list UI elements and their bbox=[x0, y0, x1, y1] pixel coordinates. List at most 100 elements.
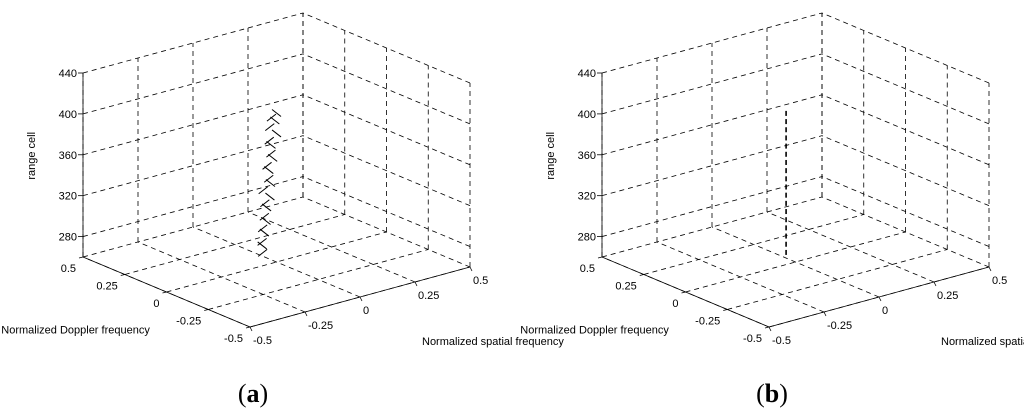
wall-grid-line bbox=[821, 53, 990, 125]
data-point bbox=[785, 241, 787, 247]
z-tick-label: 360 bbox=[578, 150, 596, 162]
wall-grid-line bbox=[601, 12, 823, 74]
data-point bbox=[260, 199, 270, 208]
panel-a: -0.5 -0.25 0 0.25 0.5 -0.5 -0.25 0 0.25 0.5 280 320… bbox=[1, 12, 564, 408]
x-tick-mark bbox=[469, 266, 473, 272]
y-axis-label: Normalized Doppler frequency bbox=[1, 325, 150, 337]
x-tick-label: 0.25 bbox=[937, 290, 958, 302]
floor-grid-line bbox=[124, 214, 345, 275]
data-point bbox=[261, 203, 272, 212]
data-point bbox=[271, 109, 282, 117]
data-point bbox=[257, 248, 268, 257]
wall-grid-line bbox=[302, 94, 471, 166]
z-tick-label: 440 bbox=[59, 68, 77, 80]
z-tick-label: 280 bbox=[578, 232, 596, 244]
data-point bbox=[785, 200, 787, 206]
data-point bbox=[785, 143, 787, 149]
z-tick-label: 320 bbox=[59, 191, 77, 203]
x-tick-label: -0.25 bbox=[308, 320, 333, 332]
wall-grid-line bbox=[601, 94, 823, 156]
z-axis-label: range cell bbox=[26, 132, 38, 180]
data-point bbox=[785, 217, 787, 223]
data-point bbox=[785, 110, 787, 116]
data-point bbox=[785, 135, 787, 141]
z-tick-label: 400 bbox=[59, 109, 77, 121]
x-tick-label: 0.25 bbox=[418, 290, 439, 302]
floor-grid-line bbox=[601, 196, 823, 258]
data-point bbox=[266, 141, 276, 149]
x-tick-mark bbox=[988, 266, 992, 272]
data-point bbox=[257, 241, 267, 250]
wall-grid-line bbox=[82, 53, 304, 115]
y-tick-label: 0.25 bbox=[615, 281, 636, 293]
panel-b: -0.5 -0.25 0 0.25 0.5 -0.5 -0.25 0 0.25 0.5 280 320… bbox=[520, 12, 1024, 408]
x-axis-label: Normalized spatial frequency bbox=[422, 336, 564, 348]
data-point bbox=[263, 166, 274, 174]
wall-grid-line bbox=[302, 176, 471, 247]
z-tick-label: 280 bbox=[59, 232, 77, 244]
x-tick-label: 0.5 bbox=[992, 275, 1007, 287]
data-point bbox=[270, 116, 280, 125]
floor-grid-line bbox=[208, 249, 429, 310]
y-tick-label: 0 bbox=[153, 298, 159, 310]
floor-grid-line bbox=[711, 226, 880, 298]
x-tick-label: -0.5 bbox=[772, 335, 791, 347]
y-tick-mark bbox=[78, 256, 84, 259]
data-point bbox=[258, 186, 268, 195]
y-tick-label: 0.5 bbox=[580, 263, 595, 275]
data-point bbox=[785, 249, 787, 255]
z-tick-label: 320 bbox=[578, 191, 596, 203]
x-tick-mark bbox=[933, 281, 937, 287]
x-tick-mark bbox=[304, 311, 308, 317]
x-tick-mark bbox=[414, 281, 418, 287]
x-tick-mark bbox=[359, 296, 363, 302]
floor-grid-line bbox=[166, 231, 387, 293]
y-tick-label: 0.5 bbox=[61, 263, 76, 275]
y-tick-mark bbox=[162, 291, 167, 294]
data-point bbox=[259, 228, 270, 237]
wall-grid-line bbox=[82, 12, 304, 74]
y-axis-label: Normalized Doppler frequency bbox=[520, 325, 669, 337]
wall-grid-line bbox=[821, 12, 990, 84]
z-axis-label: range cell bbox=[545, 132, 557, 180]
x-tick-label: -0.25 bbox=[827, 320, 852, 332]
data-point bbox=[265, 192, 275, 201]
data-point bbox=[264, 123, 275, 132]
y-tick-mark bbox=[723, 309, 728, 311]
y-tick-label: -0.25 bbox=[695, 316, 720, 328]
z-tick-label: 360 bbox=[59, 150, 77, 162]
floor-grid-line bbox=[727, 249, 948, 310]
wall-grid-line bbox=[82, 94, 304, 156]
wall-grid-line bbox=[601, 53, 823, 115]
x-tick-label: 0 bbox=[882, 305, 888, 317]
x-tick-mark bbox=[768, 326, 772, 332]
data-point bbox=[785, 192, 787, 198]
x-tick-label: 0.5 bbox=[473, 275, 488, 287]
data-point bbox=[785, 225, 787, 231]
wall-grid-line bbox=[302, 12, 471, 84]
data-point bbox=[271, 129, 282, 138]
data-point bbox=[266, 149, 276, 158]
y-tick-mark bbox=[597, 256, 603, 259]
data-point bbox=[785, 151, 787, 157]
x-axis-label: Normalized spatial frequency bbox=[941, 336, 1024, 348]
data-point bbox=[785, 184, 787, 190]
z-tick-label: 400 bbox=[578, 109, 596, 121]
data-point bbox=[265, 179, 276, 187]
data-point bbox=[257, 224, 268, 233]
panel-caption: (a) bbox=[238, 379, 268, 408]
data-point bbox=[267, 153, 278, 162]
x-tick-label: 0 bbox=[363, 305, 369, 317]
y-tick-mark bbox=[764, 326, 770, 329]
data-point bbox=[785, 159, 787, 165]
x-tick-mark bbox=[878, 296, 882, 302]
data-point bbox=[262, 161, 272, 170]
z-tick-label: 440 bbox=[578, 68, 596, 80]
panel-caption: (b) bbox=[756, 379, 788, 408]
y-tick-mark bbox=[639, 274, 644, 276]
y-tick-label: 0 bbox=[672, 298, 678, 310]
x-tick-mark bbox=[823, 311, 827, 317]
wall-grid-line bbox=[302, 53, 471, 125]
floor-grid-line bbox=[685, 231, 906, 293]
